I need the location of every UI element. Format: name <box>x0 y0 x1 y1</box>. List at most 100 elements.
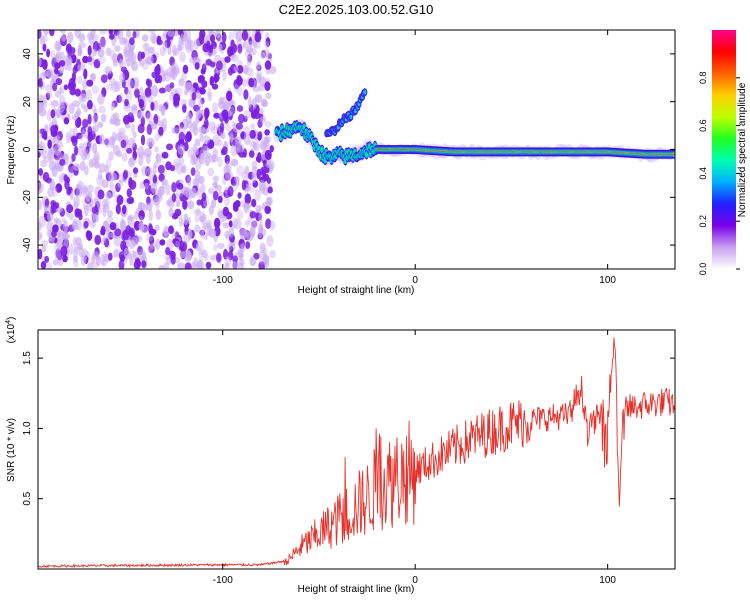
noise-blob <box>252 220 258 229</box>
noise-blob <box>45 177 52 184</box>
noise-blob <box>130 123 136 134</box>
noise-blob <box>98 163 107 173</box>
colorbar-tick-label: 0.2 <box>698 215 708 228</box>
noise-blob <box>193 104 201 112</box>
noise-blob <box>38 168 43 176</box>
noise-blob <box>238 249 244 259</box>
noise-blob <box>65 131 70 144</box>
noise-blob <box>183 213 189 226</box>
noise-blob <box>128 157 135 168</box>
noise-blob <box>94 235 102 245</box>
noise-blob <box>267 197 273 205</box>
noise-blob <box>158 264 165 269</box>
noise-blob <box>254 188 261 201</box>
noise-blob <box>41 245 47 253</box>
colorbar-tick-label: 0.6 <box>698 119 708 132</box>
noise-blob <box>196 189 203 199</box>
noise-blob <box>56 140 64 149</box>
noise-blob <box>82 184 88 195</box>
noise-blob <box>56 239 63 248</box>
noise-blob <box>150 242 157 250</box>
noise-blob <box>150 182 157 194</box>
noise-blob <box>203 118 209 129</box>
noise-blob <box>59 30 66 34</box>
noise-blob <box>219 122 225 133</box>
noise-blob <box>91 85 99 95</box>
noise-blob <box>193 38 201 50</box>
noise-blob <box>38 108 47 117</box>
noise-blob <box>41 149 49 159</box>
noise-blob <box>114 228 122 237</box>
noise-blob <box>46 212 54 222</box>
noise-blob <box>99 133 105 145</box>
noise-blob <box>156 63 161 75</box>
noise-blob <box>191 92 197 101</box>
noise-blob <box>242 148 247 158</box>
noise-blob <box>260 51 266 60</box>
noise-blob <box>132 250 140 260</box>
noise-blob <box>161 179 169 186</box>
noise-blob <box>202 135 211 144</box>
noise-blob <box>87 113 92 125</box>
noise-blob <box>77 242 83 250</box>
noise-blob <box>231 121 236 128</box>
noise-blob <box>112 249 119 258</box>
noise-blob <box>42 59 48 70</box>
colorbar-tick-label: 0.8 <box>698 72 708 85</box>
noise-blob <box>173 65 181 76</box>
noise-blob <box>167 45 172 56</box>
noise-blob <box>200 197 207 209</box>
noise-blob <box>166 66 174 78</box>
noise-blob <box>212 190 219 201</box>
noise-blob <box>113 117 121 127</box>
snr-x-tick-label: -100 <box>213 575 233 586</box>
noise-blob <box>241 30 249 41</box>
noise-blob <box>146 112 153 124</box>
noise-blob <box>251 172 257 184</box>
noise-blob <box>63 117 70 125</box>
noise-blob <box>74 145 79 156</box>
noise-blob <box>196 38 202 47</box>
noise-blob <box>115 118 121 126</box>
noise-blob <box>200 97 205 105</box>
noise-blob <box>222 146 228 156</box>
noise-blob <box>180 165 187 174</box>
noise-blob <box>67 31 74 44</box>
noise-blob <box>263 48 270 57</box>
noise-blob <box>178 126 186 133</box>
noise-blob <box>48 146 52 158</box>
spectrogram-y-tick-label: 40 <box>22 48 33 60</box>
noise-blob <box>244 165 250 175</box>
noise-blob <box>119 72 126 83</box>
noise-blob <box>152 164 157 176</box>
noise-blob <box>222 206 229 217</box>
noise-blob <box>237 43 243 54</box>
noise-blob <box>187 200 195 210</box>
noise-blob <box>87 132 93 142</box>
noise-blob <box>91 48 97 57</box>
noise-blob <box>241 242 247 253</box>
noise-blob <box>113 235 122 247</box>
noise-blob <box>175 163 184 175</box>
noise-blob <box>165 184 171 196</box>
noise-blob <box>247 40 255 47</box>
noise-blob <box>218 43 223 52</box>
noise-blob <box>138 99 145 109</box>
noise-blob <box>46 262 53 269</box>
noise-blob <box>66 204 74 214</box>
noise-blob <box>50 145 56 154</box>
noise-blob <box>216 60 223 71</box>
noise-blob <box>254 94 263 103</box>
noise-blob <box>239 228 247 240</box>
noise-blob <box>192 156 197 165</box>
noise-blob <box>211 154 217 163</box>
noise-blob <box>223 194 230 207</box>
noise-blob <box>92 114 98 125</box>
noise-blob <box>178 78 185 87</box>
noise-blob <box>231 55 239 63</box>
noise-blob <box>75 185 83 198</box>
noise-blob <box>109 33 115 40</box>
noise-blob <box>249 139 256 148</box>
spectrogram-y-tick-label: 0 <box>22 146 33 152</box>
noise-blob <box>54 90 62 98</box>
